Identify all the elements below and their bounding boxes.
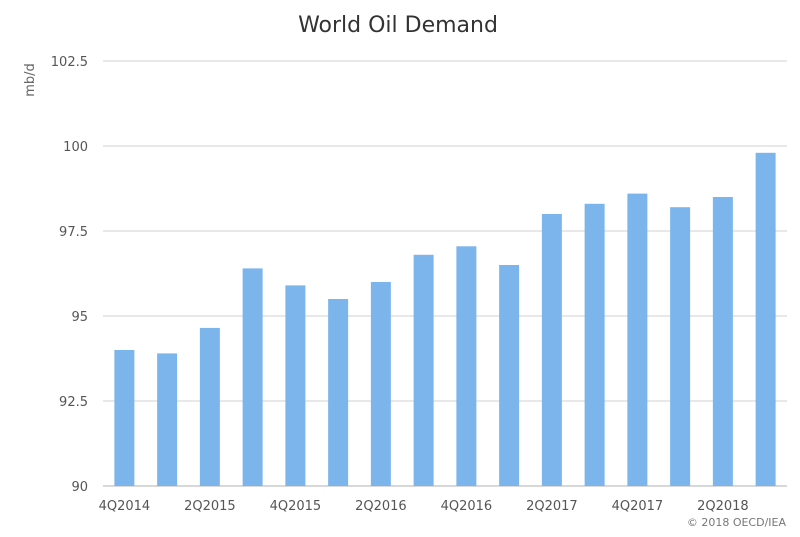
bar-4q2017[interactable] (627, 193, 648, 486)
bar-3q2018[interactable] (755, 152, 776, 487)
bar-4q2016[interactable] (456, 246, 477, 486)
y-tick-label: 100 (63, 140, 88, 155)
x-tick-label: 2Q2018 (697, 499, 749, 514)
bar-1q2015[interactable] (157, 353, 178, 486)
bar-3q2015[interactable] (242, 268, 263, 486)
chart-title: World Oil Demand (298, 13, 498, 38)
bar-1q2018[interactable] (670, 207, 691, 486)
x-tick-label: 4Q2016 (441, 499, 493, 514)
credit-text: © 2018 OECD/IEA (687, 516, 787, 529)
bar-3q2016[interactable] (413, 254, 434, 486)
bar-4q2015[interactable] (285, 285, 306, 486)
x-tick-label: 4Q2015 (270, 499, 322, 514)
bar-1q2017[interactable] (499, 265, 520, 486)
y-tick-label: 102.5 (51, 55, 88, 70)
bars (114, 152, 776, 487)
x-tick-label: 2Q2017 (526, 499, 578, 514)
x-tick-label: 4Q2017 (612, 499, 664, 514)
bar-2q2016[interactable] (370, 282, 391, 486)
y-axis-label: mb/d (23, 63, 38, 97)
y-tick-label: 95 (71, 310, 88, 325)
y-tick-label: 92.5 (59, 395, 88, 410)
y-tick-label: 97.5 (59, 225, 88, 240)
bar-1q2016[interactable] (328, 299, 349, 486)
x-tick-label: 2Q2015 (184, 499, 236, 514)
x-tick-label: 4Q2014 (99, 499, 151, 514)
bar-2q2017[interactable] (541, 214, 562, 486)
bar-4q2014[interactable] (114, 350, 135, 486)
y-tick-label: 90 (71, 480, 88, 495)
bar-2q2015[interactable] (199, 327, 220, 486)
bar-2q2018[interactable] (712, 197, 733, 486)
x-axis-ticks: 4Q2014 2Q2015 4Q2015 2Q2016 4Q2016 2Q2017 4Q20… (99, 499, 749, 514)
bar-3q2017[interactable] (584, 203, 605, 487)
y-axis-ticks: 90 92.5 95 97.5 100 102.5 (51, 55, 88, 495)
x-tick-label: 2Q2016 (355, 499, 407, 514)
